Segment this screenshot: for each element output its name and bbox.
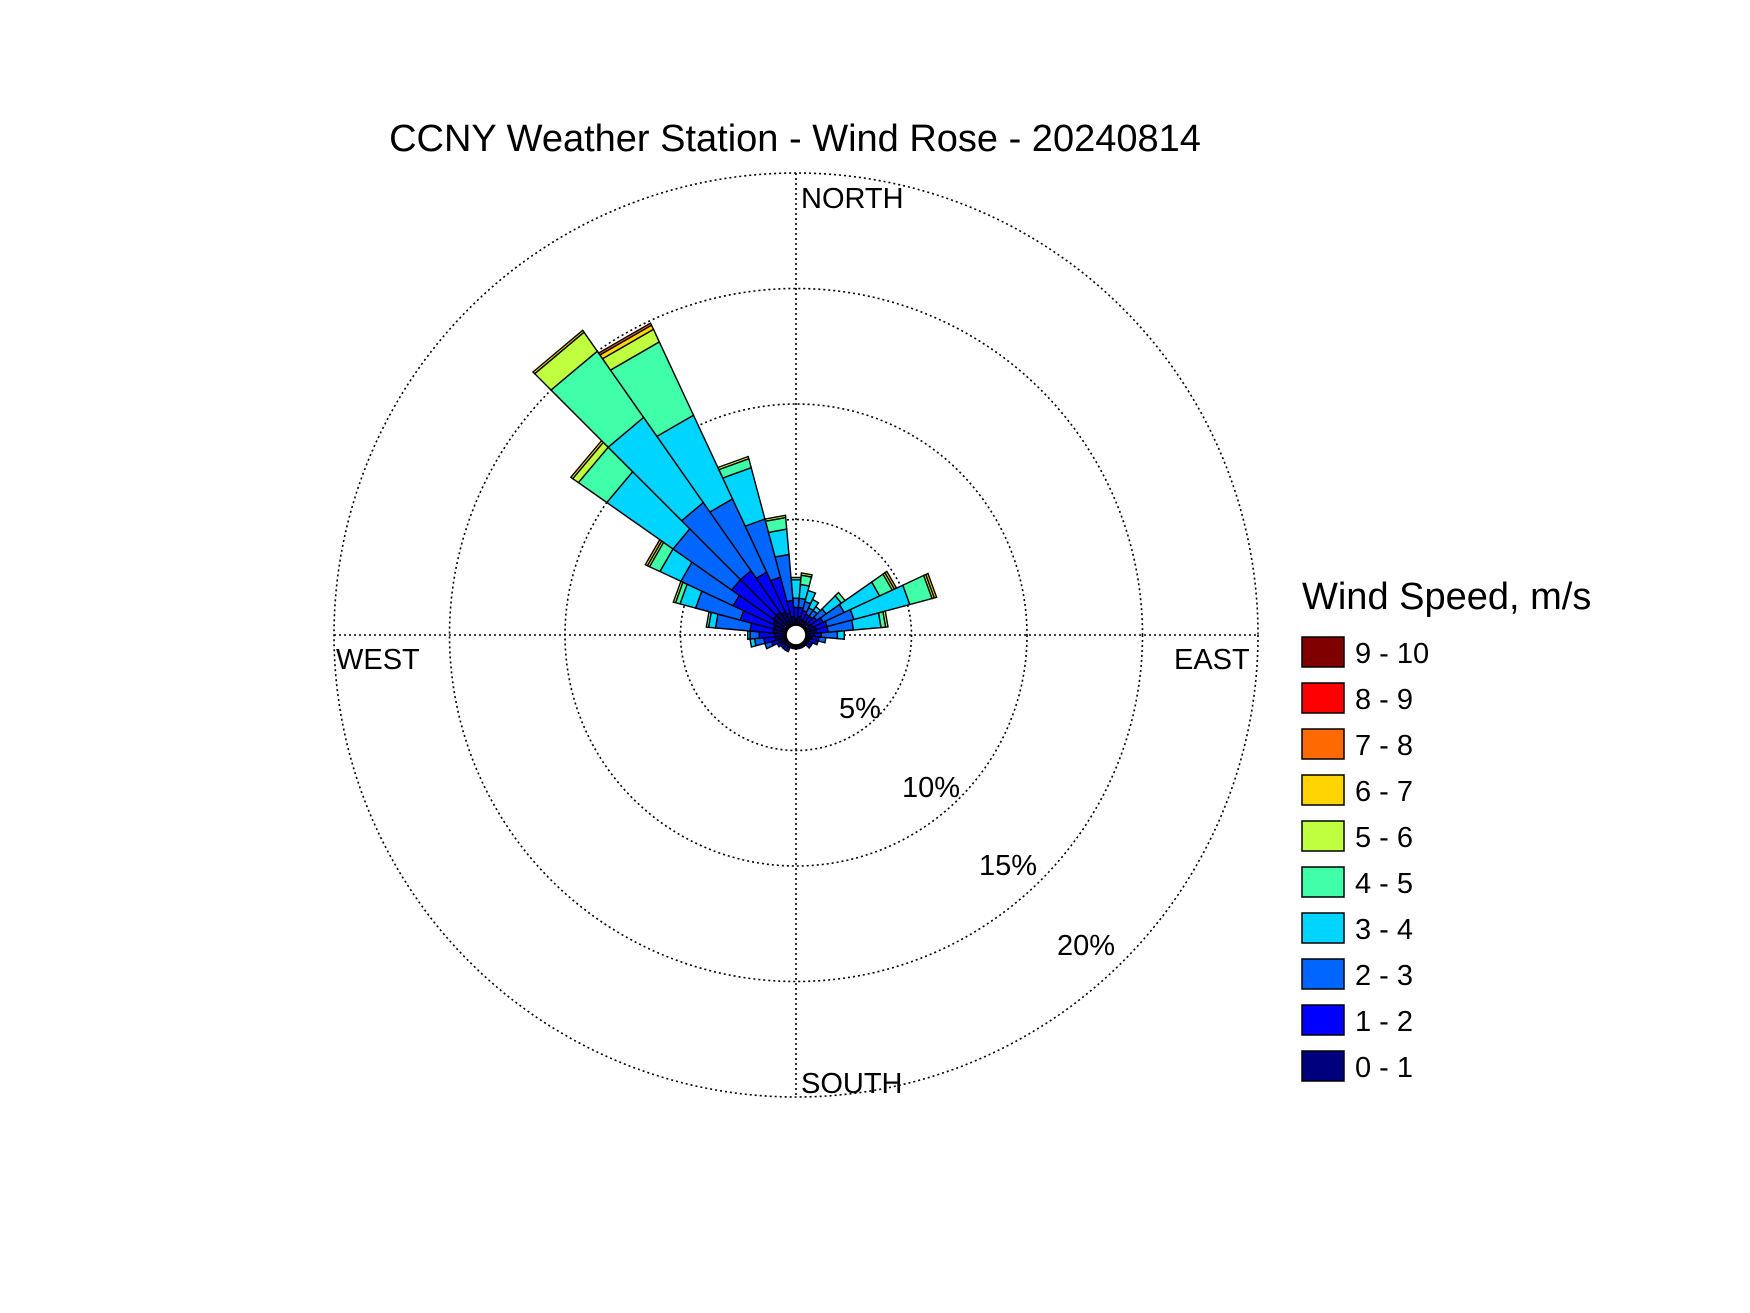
- legend-label-0: 9 - 10: [1355, 638, 1429, 670]
- legend-label-8: 1 - 2: [1355, 1006, 1413, 1038]
- legend-swatch-1: [1301, 682, 1345, 714]
- direction-label-west: WEST: [336, 644, 420, 676]
- legend-swatch-6: [1301, 912, 1345, 944]
- legend-label-9: 0 - 1: [1355, 1052, 1413, 1084]
- sector-130deg-bin-1: [804, 641, 813, 650]
- sector-110deg-bin-1: [807, 637, 820, 646]
- sector-30deg-bin-3: [807, 598, 820, 612]
- sector-330deg-bin-7: [597, 322, 653, 356]
- legend-label-2: 7 - 8: [1355, 730, 1413, 762]
- legend-swatch-5: [1301, 866, 1345, 898]
- direction-label-north: NORTH: [801, 183, 904, 215]
- ring-label-20: 20%: [1057, 930, 1115, 962]
- grid-ring-15: [448, 287, 1144, 983]
- ring-label-10: 10%: [902, 772, 960, 804]
- legend-label-6: 3 - 4: [1355, 914, 1413, 946]
- sector-0deg-bin-4: [790, 576, 802, 581]
- grid-ring-5: [679, 518, 913, 752]
- legend-swatch-8: [1301, 1004, 1345, 1036]
- direction-label-south: SOUTH: [801, 1068, 903, 1100]
- legend-label-3: 6 - 7: [1355, 776, 1413, 808]
- sector-340deg-bin-5: [716, 455, 750, 471]
- legend-label-4: 5 - 6: [1355, 822, 1413, 854]
- legend-title: Wind Speed, m/s: [1302, 576, 1591, 618]
- sector-350deg-bin-5: [764, 514, 787, 523]
- calm-center-circle: [784, 623, 808, 647]
- sector-70deg-bin-6: [924, 572, 938, 599]
- sector-90deg-bin-3: [836, 630, 845, 640]
- chart-title: CCNY Weather Station - Wind Rose - 20240…: [389, 118, 1201, 160]
- wind-sectors: [531, 322, 938, 653]
- ring-label-5: 5%: [839, 693, 881, 725]
- sector-320deg-bin-6: [531, 329, 585, 375]
- legend-label-7: 2 - 3: [1355, 960, 1413, 992]
- legend-swatch-7: [1301, 958, 1345, 990]
- sector-20deg-bin-3: [804, 589, 817, 605]
- sector-100deg-bin-2: [817, 636, 827, 644]
- legend-label-1: 8 - 9: [1355, 684, 1413, 716]
- legend-swatch-3: [1301, 774, 1345, 806]
- sector-260deg-bin-3: [749, 637, 757, 648]
- legend-items: 9 - 10 8 - 9 7 - 8 6 - 7 5 - 6 4 - 5 3 - 4 2 - …: [1301, 636, 1429, 1084]
- legend-swatch-4: [1301, 820, 1345, 852]
- legend: Wind Speed, m/s 9 - 10 8 - 9 7 - 8 6 - 7 5 -…: [1301, 576, 1591, 1084]
- legend-swatch-0: [1301, 636, 1345, 668]
- sector-80deg-bin-5: [882, 610, 889, 628]
- direction-label-east: EAST: [1174, 644, 1250, 676]
- sector-10deg-bin-5: [800, 572, 813, 578]
- ring-label-15: 15%: [979, 850, 1037, 882]
- legend-swatch-2: [1301, 728, 1345, 760]
- legend-swatch-9: [1301, 1050, 1345, 1082]
- legend-label-5: 4 - 5: [1355, 868, 1413, 900]
- sector-270deg-bin-3: [747, 630, 751, 640]
